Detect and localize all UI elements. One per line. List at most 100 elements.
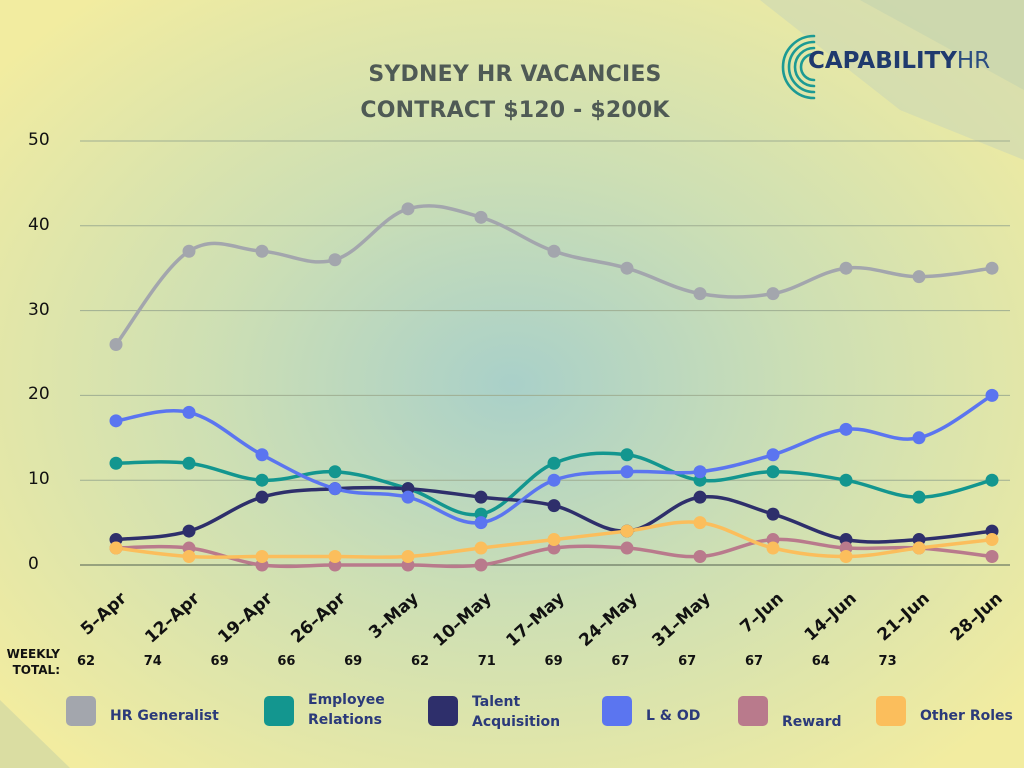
- point-other-roles-5-apr: [109, 541, 123, 555]
- y-tick-40: 40: [28, 214, 50, 235]
- weekly-total-2: 74: [143, 654, 162, 669]
- legend-item-talent-acquisition: Talent Acquisition: [428, 692, 578, 738]
- point-talent-acquisition-10-may: [474, 490, 488, 504]
- point-talent-acquisition-19-apr: [255, 490, 269, 504]
- point-employee-relations-26-apr: [328, 465, 342, 479]
- weekly-total-12: 64: [811, 654, 830, 669]
- point-hr-generalist-5-apr: [109, 338, 123, 352]
- point-talent-acquisition-7-jun: [766, 507, 780, 521]
- legend-label-reward: Reward: [782, 714, 842, 730]
- logo-arc-3: [793, 46, 816, 88]
- point-employee-relations-19-apr: [255, 473, 269, 487]
- logo-arc-1: [781, 34, 816, 100]
- point-l-od-28-jun: [985, 388, 999, 402]
- capability-logo: [781, 34, 816, 100]
- legend-label-l-od: L & OD: [646, 708, 701, 724]
- legend-swatch-other-roles: [876, 696, 906, 726]
- point-other-roles-24-may: [620, 524, 634, 538]
- legend-item-employee-relations: Employee Relations: [264, 692, 404, 738]
- legend-item-l-od: L & OD: [602, 692, 712, 738]
- point-other-roles-17-may: [547, 533, 561, 547]
- legend-item-other-roles: Other Roles: [876, 692, 1016, 738]
- legend-label-employee-relations: Employee Relations: [308, 692, 385, 728]
- legend-swatch-hr-generalist: [66, 696, 96, 726]
- point-hr-generalist-3-may: [401, 202, 415, 216]
- point-other-roles-21-jun: [912, 541, 926, 555]
- weekly-total-7: 71: [477, 654, 496, 669]
- legend-swatch-reward: [738, 696, 768, 726]
- point-other-roles-7-jun: [766, 541, 780, 555]
- series-lines: [114, 204, 993, 569]
- point-reward-28-jun: [985, 550, 999, 564]
- gridlines: [80, 140, 1010, 566]
- point-l-od-3-may: [401, 490, 415, 504]
- point-l-od-31-may: [693, 465, 707, 479]
- point-reward-31-may: [693, 550, 707, 564]
- point-hr-generalist-10-may: [474, 210, 488, 224]
- legend-swatch-employee-relations: [264, 696, 294, 726]
- weekly-total-9: 67: [611, 654, 630, 669]
- weekly-total-11: 67: [744, 654, 764, 669]
- weekly-total-13: 73: [878, 654, 897, 669]
- point-employee-relations-17-may: [547, 456, 561, 470]
- logo-name: CAPABILITY: [808, 48, 957, 74]
- point-l-od-10-may: [474, 516, 488, 530]
- point-employee-relations-7-jun: [766, 465, 780, 479]
- legend-label-hr-generalist: HR Generalist: [110, 708, 219, 724]
- point-employee-relations-12-apr: [182, 456, 196, 470]
- point-l-od-17-may: [547, 473, 561, 487]
- point-l-od-7-jun: [766, 448, 780, 462]
- point-l-od-12-apr: [182, 405, 196, 419]
- logo-suffix: HR: [956, 48, 991, 74]
- point-hr-generalist-17-may: [547, 244, 561, 258]
- point-hr-generalist-26-apr: [328, 253, 342, 267]
- chart-title-line-2: CONTRACT $120 - $200K: [360, 98, 670, 123]
- weekly-total-label: WEEKLY TOTAL:: [6, 647, 60, 677]
- weekly-total-8: 69: [544, 654, 563, 669]
- point-employee-relations-5-apr: [109, 456, 123, 470]
- point-talent-acquisition-31-may: [693, 490, 707, 504]
- point-l-od-14-jun: [839, 422, 853, 436]
- point-hr-generalist-7-jun: [766, 287, 780, 301]
- weekly-total-1: 62: [76, 654, 96, 669]
- legend-item-hr-generalist: HR Generalist: [66, 692, 246, 738]
- point-talent-acquisition-12-apr: [182, 524, 196, 538]
- point-other-roles-3-may: [401, 550, 415, 564]
- series-points: [109, 202, 999, 572]
- logo-arc-4: [799, 52, 816, 82]
- point-l-od-24-may: [620, 465, 634, 479]
- weekly-total-6: 62: [410, 654, 430, 669]
- point-hr-generalist-24-may: [620, 261, 634, 275]
- weekly-total-5: 69: [344, 654, 363, 669]
- point-employee-relations-28-jun: [985, 473, 999, 487]
- point-hr-generalist-19-apr: [255, 244, 269, 258]
- legend-label-talent-acquisition: Talent Acquisition: [472, 694, 561, 730]
- legend-label-other-roles: Other Roles: [920, 708, 1013, 724]
- point-hr-generalist-31-may: [693, 287, 707, 301]
- corner-shape-bottom-left: [0, 700, 70, 768]
- point-hr-generalist-21-jun: [912, 270, 926, 284]
- point-hr-generalist-28-jun: [985, 261, 999, 275]
- point-l-od-19-apr: [255, 448, 269, 462]
- weekly-total-4: 66: [277, 654, 296, 669]
- series-line-hr-generalist: [114, 204, 993, 346]
- legend-item-reward: Reward: [738, 692, 848, 738]
- point-other-roles-12-apr: [182, 550, 196, 564]
- point-l-od-5-apr: [109, 414, 123, 428]
- point-employee-relations-21-jun: [912, 490, 926, 504]
- point-hr-generalist-12-apr: [182, 244, 196, 258]
- y-tick-30: 30: [28, 299, 50, 320]
- point-hr-generalist-14-jun: [839, 261, 853, 275]
- weekly-total-3: 69: [210, 654, 229, 669]
- point-other-roles-14-jun: [839, 550, 853, 564]
- logo-text: CAPABILITYHR: [808, 48, 990, 74]
- chart-title-line-1: SYDNEY HR VACANCIES: [368, 62, 662, 87]
- y-tick-10: 10: [28, 469, 50, 490]
- legend-swatch-l-od: [602, 696, 632, 726]
- corner-shape-top-right-inner: [860, 0, 1024, 90]
- point-other-roles-19-apr: [255, 550, 269, 564]
- point-l-od-26-apr: [328, 482, 342, 496]
- point-other-roles-26-apr: [328, 550, 342, 564]
